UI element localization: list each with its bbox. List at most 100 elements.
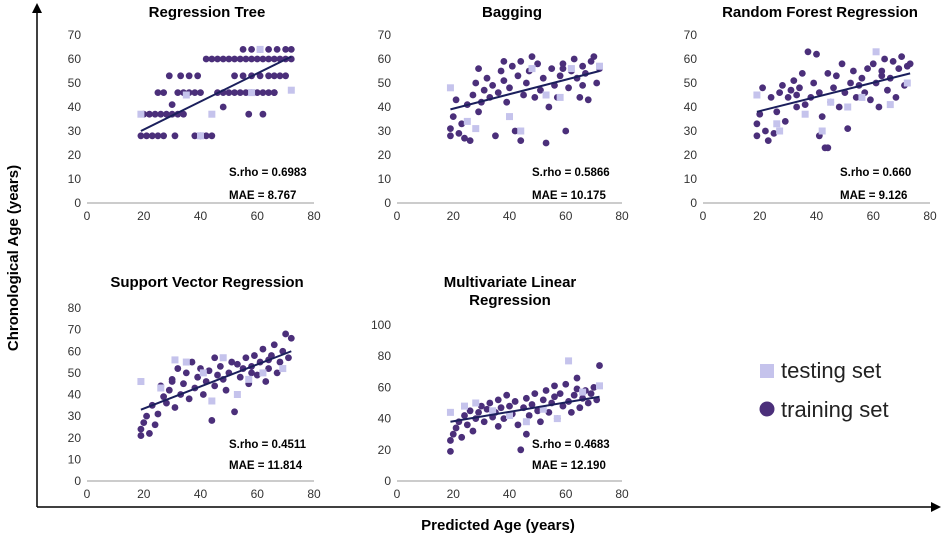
training-point xyxy=(787,86,795,94)
x-tick-label: 60 xyxy=(559,209,573,223)
training-point xyxy=(773,108,781,116)
x-tick-label: 60 xyxy=(251,209,265,223)
training-point xyxy=(199,391,207,398)
training-point xyxy=(154,132,162,140)
training-point xyxy=(537,86,544,94)
training-point xyxy=(208,55,216,63)
testing-point xyxy=(753,91,761,99)
training-point xyxy=(197,89,204,96)
training-point xyxy=(137,425,145,433)
training-point xyxy=(514,421,522,429)
x-tick-label: 0 xyxy=(84,487,91,501)
training-point xyxy=(262,378,270,385)
y-tick-label: 70 xyxy=(68,323,82,337)
training-point xyxy=(265,72,272,80)
training-point xyxy=(270,89,278,96)
testing-point xyxy=(844,103,852,111)
training-point xyxy=(242,89,250,96)
panel-title: Random Forest Regression xyxy=(722,4,918,21)
training-point xyxy=(259,110,267,118)
training-point xyxy=(265,89,272,96)
training-point xyxy=(790,77,798,84)
y-tick-label: 60 xyxy=(684,52,698,66)
training-point xyxy=(556,72,564,80)
y-tick-label: 50 xyxy=(68,366,82,380)
testing-point xyxy=(565,357,573,365)
training-point xyxy=(835,103,843,111)
training-point xyxy=(483,405,491,413)
training-point xyxy=(458,120,466,128)
y-tick-label: 0 xyxy=(74,196,81,210)
training-point xyxy=(154,410,162,418)
training-point xyxy=(174,89,182,96)
training-point xyxy=(517,58,525,65)
training-point xyxy=(480,418,488,426)
training-point xyxy=(248,46,255,53)
training-point xyxy=(878,72,886,80)
training-point xyxy=(475,65,482,72)
training-point xyxy=(160,393,168,401)
training-point xyxy=(452,96,460,104)
training-point xyxy=(233,360,241,368)
y-tick-label: 0 xyxy=(384,196,391,210)
training-point xyxy=(489,82,497,89)
y-tick-label: 50 xyxy=(68,76,82,90)
y-tick-label: 20 xyxy=(68,148,82,162)
training-point xyxy=(596,362,603,369)
training-point xyxy=(579,62,587,70)
training-point xyxy=(587,390,595,398)
x-tick-label: 40 xyxy=(194,209,208,223)
training-point xyxy=(570,55,578,63)
training-point xyxy=(461,134,468,142)
training-point xyxy=(551,382,558,390)
panel-title: Bagging xyxy=(482,4,542,21)
training-point xyxy=(253,89,261,96)
training-point xyxy=(796,84,803,92)
training-point xyxy=(545,103,553,111)
panel-title: Support Vector Regression xyxy=(110,274,303,291)
training-point xyxy=(449,113,457,120)
testing-point xyxy=(208,397,216,405)
x-tick-label: 80 xyxy=(307,487,321,501)
training-point xyxy=(824,144,832,152)
training-point xyxy=(259,345,267,353)
training-point xyxy=(522,79,530,87)
testing-point xyxy=(886,101,894,109)
training-point xyxy=(194,373,202,381)
testing-point xyxy=(245,375,253,383)
training-point xyxy=(447,447,454,455)
training-point xyxy=(214,55,221,63)
stat-rho: S.rho = 0.6983 xyxy=(229,167,307,179)
x-tick-label: 40 xyxy=(194,487,208,501)
x-tick-label: 80 xyxy=(615,487,629,501)
training-point xyxy=(844,125,852,132)
y-tick-label: 0 xyxy=(384,474,391,488)
testing-point xyxy=(472,125,480,133)
training-point xyxy=(151,110,159,118)
testing-point xyxy=(197,132,204,140)
training-point xyxy=(208,132,216,140)
testing-point xyxy=(539,405,547,413)
training-point xyxy=(245,110,253,118)
training-point xyxy=(818,113,826,120)
training-point xyxy=(511,127,519,135)
training-point xyxy=(892,94,900,101)
legend: testing set training set xyxy=(759,358,889,422)
training-point xyxy=(236,89,244,96)
training-point xyxy=(208,417,216,424)
stat-rho: S.rho = 0.5866 xyxy=(532,167,610,179)
training-point xyxy=(864,65,871,72)
training-point xyxy=(225,55,233,63)
training-point xyxy=(165,386,173,394)
training-point xyxy=(781,118,789,125)
training-point xyxy=(815,89,823,96)
training-point xyxy=(517,137,525,145)
training-point xyxy=(506,402,513,410)
training-point xyxy=(202,132,210,140)
training-point xyxy=(576,94,584,101)
training-point xyxy=(830,84,837,92)
panel-2: Bagging 0 10 20 30 40 50 60 70 0 20 40 60 80 S.rho = 0… xyxy=(378,4,629,223)
training-point xyxy=(500,415,508,422)
training-point xyxy=(517,446,525,454)
testing-point xyxy=(446,84,454,92)
